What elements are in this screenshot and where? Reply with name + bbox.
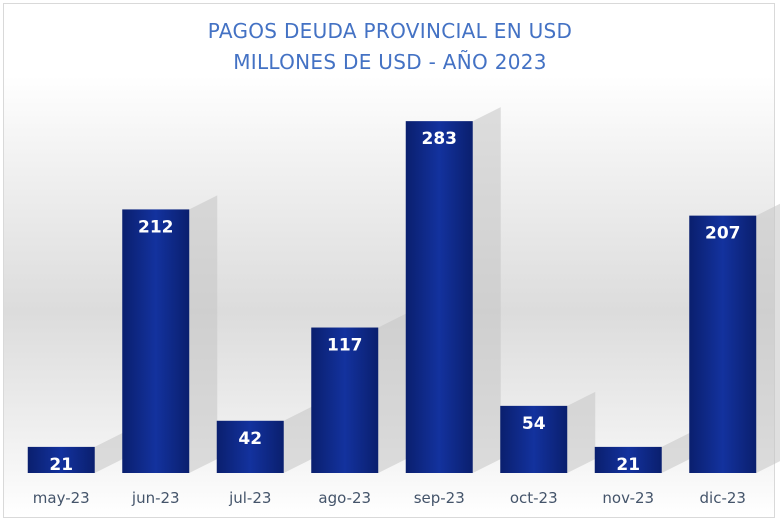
chart-subtitle: MILLONES DE USD - AÑO 2023 <box>233 50 547 74</box>
x-tick-may-23: may-23 <box>33 489 90 507</box>
data-label-nov-23: 21 <box>616 455 640 475</box>
x-tick-nov-23: nov-23 <box>602 489 654 507</box>
bar-sep-23 <box>405 121 473 474</box>
x-tick-sep-23: sep-23 <box>414 489 465 507</box>
bar-shadow <box>756 203 780 473</box>
x-tick-oct-23: oct-23 <box>510 489 558 507</box>
x-tick-dic-23: dic-23 <box>700 489 746 507</box>
bar-shadows <box>94 107 780 474</box>
bar-shadow <box>472 107 501 474</box>
bar-nov-23 <box>594 446 662 473</box>
data-label-may-23: 21 <box>49 455 73 475</box>
data-label-dic-23: 207 <box>705 224 741 244</box>
bar-oct-23 <box>500 405 568 473</box>
x-tick-ago-23: ago-23 <box>318 489 371 507</box>
chart-title: PAGOS DEUDA PROVINCIAL EN USD <box>207 19 573 43</box>
bar-shadow <box>567 391 596 473</box>
bars <box>27 121 757 474</box>
x-axis-tick-labels: may-23 jun-23 jul-23 ago-23 sep-23 oct-23 nov-… <box>33 489 746 507</box>
data-label-oct-23: 54 <box>522 414 546 434</box>
data-label-jun-23: 212 <box>138 217 174 237</box>
bar-shadow <box>283 406 312 473</box>
bar-may-23 <box>27 446 95 473</box>
bar-jul-23 <box>216 420 284 473</box>
data-label-jul-23: 42 <box>238 429 262 449</box>
data-label-ago-23: 117 <box>327 336 363 356</box>
bar-ago-23 <box>311 327 379 473</box>
bar-jun-23 <box>122 209 190 473</box>
bar-shadow <box>661 432 690 473</box>
bar-dic-23 <box>689 215 757 473</box>
x-tick-jun-23: jun-23 <box>131 489 180 507</box>
bar-shadow <box>94 432 123 473</box>
x-tick-jul-23: jul-23 <box>228 489 271 507</box>
data-labels: 21 212 42 117 283 54 21 207 <box>49 129 740 475</box>
data-label-sep-23: 283 <box>422 129 458 149</box>
bar-shadow <box>189 195 218 473</box>
bar-shadow <box>378 313 407 473</box>
